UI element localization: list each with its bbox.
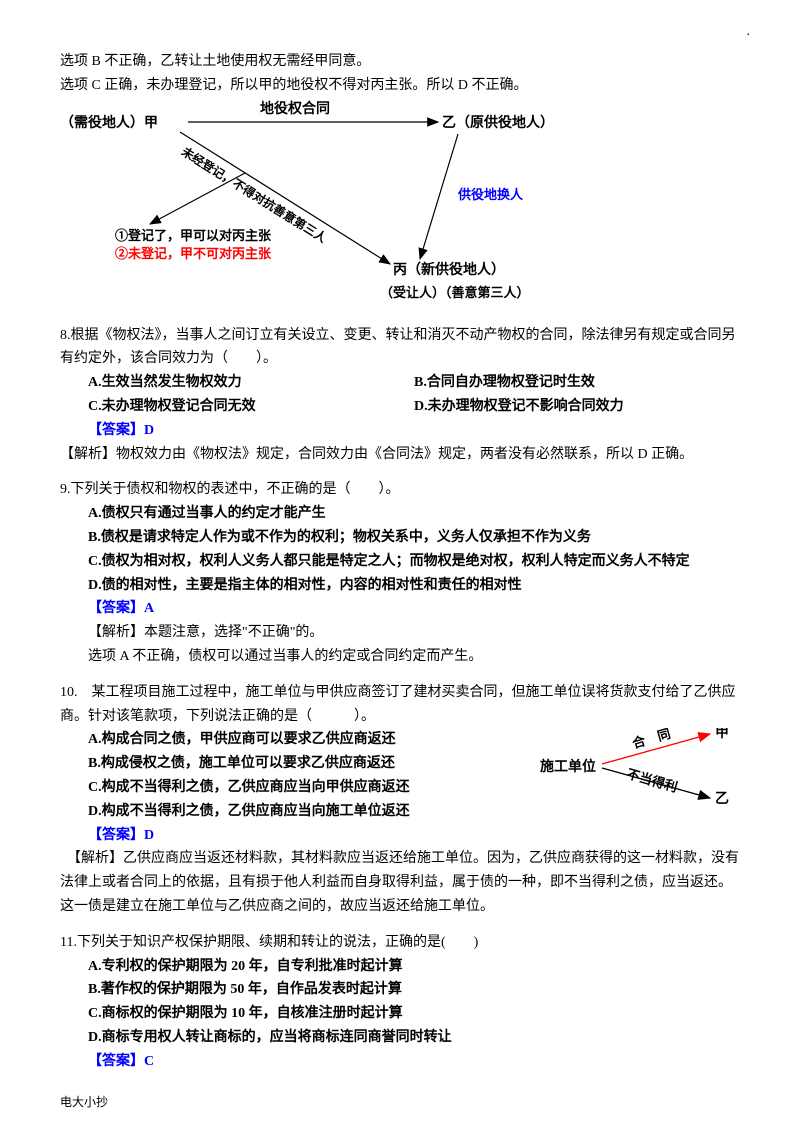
pre-line-1: 选项 B 不正确，乙转让土地使用权无需经甲同意。 — [60, 50, 740, 74]
q9-opt-d: D.债的相对性，主要是指主体的相对性，内容的相对性和责任的相对性 — [60, 574, 740, 598]
q10-answer: 【答案】D — [60, 824, 740, 848]
q11-opt-d: D.商标专用权人转让商标的，应当将商标连同商誉同时转让 — [60, 1026, 740, 1050]
node-yi: 乙（原供役地人） — [442, 112, 554, 136]
q10-explain: 【解析】乙供应商应当返还材料款，其材料款应当返还给施工单位。因为，乙供应商获得的… — [60, 847, 740, 918]
q8-opt-a: A.生效当然发生物权效力 — [88, 371, 414, 395]
q8-opt-c: C.未办理物权登记合同无效 — [88, 395, 414, 419]
q9-stem: 9.下列关于债权和物权的表述中，不正确的是（ ）。 — [60, 478, 740, 502]
q11-answer: 【答案】C — [60, 1050, 740, 1074]
q8-stem: 8.根据《物权法》，当事人之间订立有关设立、变更、转让和消灭不动产物权的合同，除… — [60, 324, 740, 372]
question-8: 8.根据《物权法》，当事人之间订立有关设立、变更、转让和消灭不动产物权的合同，除… — [60, 324, 740, 467]
pre-line-2: 选项 C 正确，未办理登记，所以甲的地役权不得对丙主张。所以 D 不正确。 — [60, 74, 740, 98]
label-swap: 供役地换人 — [458, 184, 523, 206]
label-contract: 地役权合同 — [260, 98, 330, 122]
node-jia: （需役地人）甲 — [60, 112, 158, 136]
q9-answer: 【答案】A — [60, 597, 740, 621]
q8-opt-d: D.未办理物权登记不影响合同效力 — [414, 395, 740, 419]
question-9: 9.下列关于债权和物权的表述中，不正确的是（ ）。 A.债权只有通过当事人的约定… — [60, 478, 740, 668]
question-10: 10. 某工程项目施工过程中，施工单位与甲供应商签订了建材买卖合同，但施工单位误… — [60, 681, 740, 919]
q11-opt-c: C.商标权的保护期限为 10 年，自核准注册时起计算 — [60, 1002, 740, 1026]
q10-stem: 10. 某工程项目施工过程中，施工单位与甲供应商签订了建材买卖合同，但施工单位误… — [60, 681, 740, 729]
q9-opt-c: C.债权为相对权，权利人义务人都只能是特定之人；而物权是绝对权，权利人特定而义务… — [60, 550, 740, 574]
corner-dot: . — [747, 20, 751, 44]
question-11: 11.下列关于知识产权保护期限、续期和转让的说法，正确的是( ) A.专利权的保… — [60, 931, 740, 1074]
q8-explain: 【解析】物权效力由《物权法》规定，合同效力由《合同法》规定，两者没有必然联系，所… — [60, 443, 740, 467]
q8-opt-b: B.合同自办理物权登记时生效 — [414, 371, 740, 395]
q9-opt-a: A.债权只有通过当事人的约定才能产生 — [60, 502, 740, 526]
mini-yi: 乙 — [715, 788, 729, 812]
q10-mini-diagram: 施工单位 甲 乙 合 同 不当得利 — [540, 728, 740, 806]
q11-opt-b: B.著作权的保护期限为 50 年，自作品发表时起计算 — [60, 978, 740, 1002]
q11-opt-a: A.专利权的保护期限为 20 年，自专利批准时起计算 — [60, 955, 740, 979]
node-bing: 丙（新供役地人） — [393, 259, 505, 283]
node-sub1: （受让人）（善意第三人） — [380, 282, 530, 304]
q9-explain-2: 选项 A 不正确，债权可以通过当事人的约定或合同约定而产生。 — [60, 645, 740, 669]
q9-explain-1: 【解析】本题注意，选择"不正确"的。 — [60, 621, 740, 645]
diagram-easement: （需役地人）甲 地役权合同 乙（原供役地人） 未经登记，不得对抗善意第三人 供役… — [60, 104, 740, 314]
q11-stem: 11.下列关于知识产权保护期限、续期和转让的说法，正确的是( ) — [60, 931, 740, 955]
mini-sg: 施工单位 — [540, 756, 596, 780]
mini-jia: 甲 — [715, 728, 729, 746]
q9-opt-b: B.债权是请求特定人作为或不作为的权利；物权关系中，义务人仅承担不作为义务 — [60, 526, 740, 550]
q8-answer: 【答案】D — [60, 419, 740, 443]
footer-text: 电大小抄 — [60, 1092, 108, 1112]
note-opt2: ②未登记，甲不可对丙主张 — [115, 243, 271, 265]
